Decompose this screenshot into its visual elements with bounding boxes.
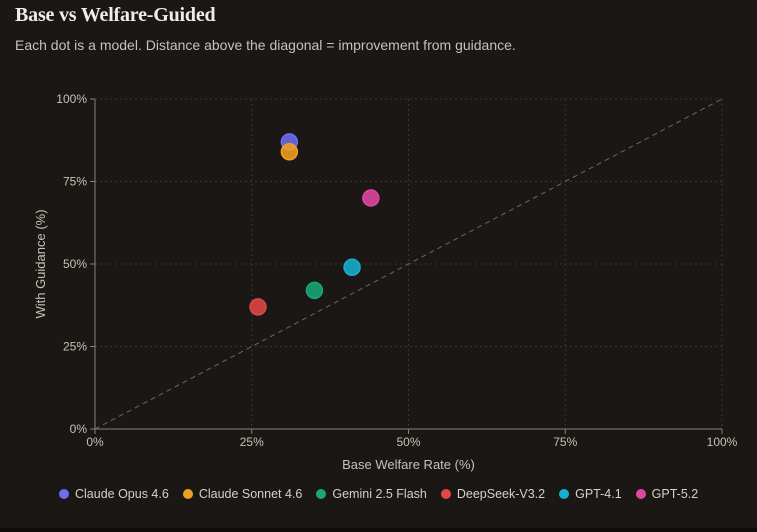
data-points bbox=[249, 133, 380, 316]
y-tick-label: 75% bbox=[63, 175, 87, 189]
data-point-gemini-2-5-flash[interactable] bbox=[305, 281, 324, 300]
data-point-gpt-5-2[interactable] bbox=[362, 189, 380, 207]
legend-label: Gemini 2.5 Flash bbox=[332, 487, 427, 501]
y-tick-label: 0% bbox=[70, 422, 88, 436]
x-axis-label: Base Welfare Rate (%) bbox=[342, 457, 475, 472]
scatter-plot: 0% 25% 50% 75% 100% 0% 25% 50% 75% 100% Base Welf… bbox=[33, 92, 738, 472]
tick-labels: 0% 25% 50% 75% 100% 0% 25% 50% 75% 100% bbox=[56, 92, 737, 449]
legend-label: DeepSeek-V3.2 bbox=[456, 487, 546, 501]
bottom-divider bbox=[0, 528, 757, 532]
legend-label: Claude Sonnet 4.6 bbox=[198, 487, 303, 501]
chart-title: Base vs Welfare-Guided bbox=[15, 4, 216, 26]
x-tick-label: 75% bbox=[553, 435, 577, 449]
legend-item-claude-opus-4-6[interactable]: Claude Opus 4.6 bbox=[59, 487, 169, 501]
legend-item-gpt-5-2[interactable]: GPT-5.2 bbox=[635, 487, 699, 501]
legend-item-claude-sonnet-4-6[interactable]: Claude Sonnet 4.6 bbox=[182, 487, 303, 501]
x-tick-label: 25% bbox=[240, 435, 264, 449]
legend-swatch bbox=[440, 489, 451, 499]
chart-subtitle: Each dot is a model. Distance above the … bbox=[15, 37, 516, 53]
y-tick-label: 25% bbox=[63, 340, 87, 354]
diagonal-reference-line bbox=[94, 98, 723, 430]
legend-item-gemini-2-5-flash[interactable]: Gemini 2.5 Flash bbox=[316, 487, 427, 501]
data-point-gpt-4-1[interactable] bbox=[343, 258, 361, 277]
legend-swatch bbox=[59, 489, 69, 499]
x-tick-label: 50% bbox=[396, 435, 420, 449]
data-point-claude-sonnet-4-6[interactable] bbox=[280, 143, 299, 161]
y-axis-label: With Guidance (%) bbox=[33, 209, 48, 318]
legend-label: Claude Opus 4.6 bbox=[75, 487, 169, 501]
legend-item-deepseek-v3-2[interactable]: DeepSeek-V3.2 bbox=[440, 487, 546, 501]
legend-swatch bbox=[559, 489, 570, 499]
grid-lines bbox=[95, 98, 723, 429]
y-tick-label: 50% bbox=[63, 257, 87, 271]
legend-swatch bbox=[635, 489, 646, 499]
legend-label: GPT-5.2 bbox=[651, 487, 699, 501]
legend-swatch bbox=[182, 489, 193, 499]
legend-item-gpt-4-1[interactable]: GPT-4.1 bbox=[559, 487, 622, 501]
legend-swatch bbox=[316, 489, 327, 499]
x-tick-label: 100% bbox=[707, 435, 738, 449]
legend-label: GPT-4.1 bbox=[575, 487, 622, 501]
x-tick-label: 0% bbox=[86, 435, 104, 449]
y-tick-label: 100% bbox=[56, 92, 87, 106]
chart-legend: Claude Opus 4.6 Claude Sonnet 4.6 Gemini 2… bbox=[59, 487, 712, 501]
data-point-deepseek-v3-2[interactable] bbox=[249, 298, 267, 316]
